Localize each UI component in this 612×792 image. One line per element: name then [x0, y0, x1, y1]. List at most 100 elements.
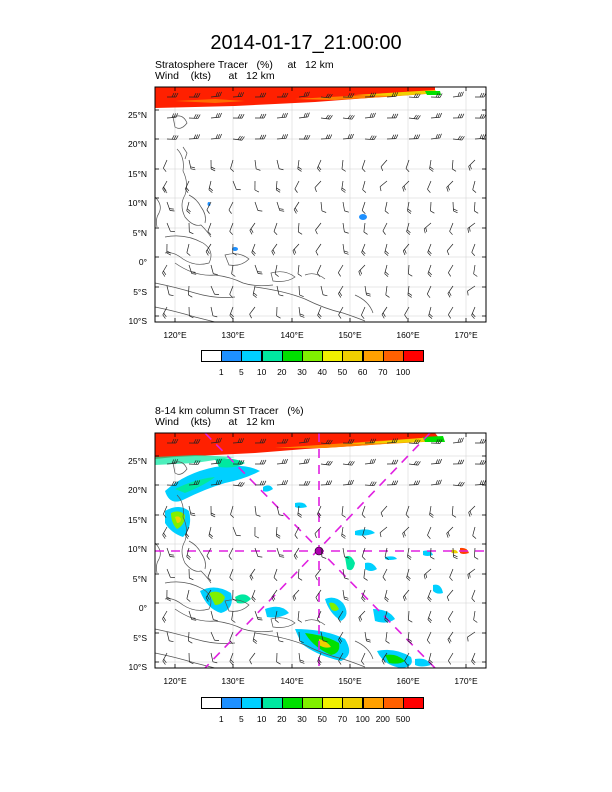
bottom-panel-title-line1: 8-14 km column ST Tracer (%) — [155, 405, 304, 417]
wind-barb — [276, 458, 288, 465]
wind-barb — [406, 568, 411, 581]
wind-barb — [408, 134, 421, 140]
wind-barb — [315, 589, 322, 602]
top-tracer-band — [155, 87, 441, 108]
wind-barb — [166, 459, 178, 465]
wind-barb — [379, 180, 388, 192]
colorbar-swatch — [342, 697, 364, 709]
wind-barb — [452, 113, 465, 119]
wind-barb — [162, 652, 168, 665]
wind-barb — [338, 264, 344, 277]
wind-barb — [382, 222, 388, 235]
top-lat-label: 0° — [138, 257, 147, 267]
wind-barb — [210, 112, 222, 119]
wind-barb — [276, 438, 289, 444]
wind-barb — [231, 264, 236, 277]
top-lon-label: 140°E — [280, 330, 304, 340]
wind-barb — [232, 113, 245, 119]
wind-barb — [252, 285, 258, 298]
wind-barb — [251, 243, 256, 256]
bottom-coastlines — [154, 461, 374, 669]
wind-barb — [297, 222, 303, 235]
wind-barb — [249, 568, 256, 581]
wind-barb — [254, 134, 267, 140]
wind-barb — [188, 92, 201, 98]
wind-barb — [341, 180, 346, 193]
wind-barb — [468, 505, 476, 517]
wind-barb — [162, 610, 168, 623]
wind-barb — [205, 589, 212, 602]
wind-barb — [386, 438, 399, 444]
wind-barb — [298, 112, 310, 119]
wind-barb — [186, 243, 191, 256]
wind-barb — [447, 631, 454, 644]
wind-barb — [232, 459, 245, 465]
colorbar-label: 100 — [355, 714, 370, 724]
wind-barb — [208, 526, 214, 539]
wind-barb — [408, 439, 421, 445]
wind-barb — [360, 306, 366, 319]
wind-barb — [162, 264, 168, 277]
wind-barb — [446, 180, 454, 192]
wind-barb — [254, 159, 261, 171]
wind-barb — [342, 133, 354, 140]
wind-barb — [166, 438, 179, 444]
wind-barb — [448, 264, 454, 277]
wind-barb — [402, 589, 410, 602]
wind-barb — [254, 92, 267, 98]
wind-barb — [315, 243, 322, 256]
wind-barb — [385, 285, 390, 298]
wind-barb — [273, 568, 278, 581]
wind-barb — [471, 589, 476, 602]
wind-barb — [427, 610, 432, 623]
wind-barb — [320, 480, 333, 486]
colorbar-label: 100 — [395, 367, 411, 377]
wind-barb — [293, 547, 300, 560]
wind-barb — [254, 459, 267, 465]
wind-barb — [210, 437, 222, 444]
wind-barb — [473, 610, 478, 623]
wind-barb — [254, 505, 261, 517]
wind-barb — [275, 180, 281, 193]
wind-barb — [363, 568, 368, 581]
wind-barb — [402, 243, 410, 256]
wind-barb — [276, 159, 284, 171]
bottom-lat-label: 25°N — [128, 456, 147, 466]
wind-barb — [474, 480, 487, 486]
top-lat-label: 10°N — [128, 198, 147, 208]
top-map-ticks — [155, 87, 486, 322]
wind-barb — [166, 481, 179, 486]
wind-barb — [338, 306, 344, 319]
colorbar-label: 500 — [395, 714, 411, 724]
wind-barb — [293, 201, 300, 214]
wind-barb — [186, 547, 191, 560]
bottom-tracer-band — [155, 433, 445, 465]
wind-barb — [188, 568, 194, 581]
bottom-colorbar — [201, 697, 425, 709]
wind-barb — [254, 526, 260, 539]
wind-barb — [274, 610, 279, 623]
wind-barb — [384, 547, 389, 560]
colorbar-swatch — [241, 350, 263, 362]
wind-barb — [423, 568, 432, 580]
wind-barb — [210, 264, 218, 275]
wind-barb — [338, 631, 344, 644]
wind-barb — [363, 222, 368, 235]
wind-barb — [468, 159, 476, 171]
wind-barb — [254, 547, 263, 558]
wind-barb — [342, 93, 355, 98]
wind-barb — [276, 112, 288, 119]
wind-barb — [276, 306, 281, 319]
wind-barb — [317, 159, 322, 172]
wind-barb — [254, 480, 267, 486]
wind-barb — [342, 460, 355, 466]
wind-barb — [232, 589, 237, 602]
wind-barb — [251, 589, 256, 602]
wind-barb — [276, 92, 289, 98]
bottom-lon-label: 120°E — [163, 676, 187, 686]
colorbar-swatch — [302, 350, 324, 362]
colorbar-label: 40 — [317, 367, 327, 377]
wind-barb — [407, 631, 413, 644]
top-lon-label: 150°E — [338, 330, 362, 340]
wind-barb — [430, 201, 435, 214]
